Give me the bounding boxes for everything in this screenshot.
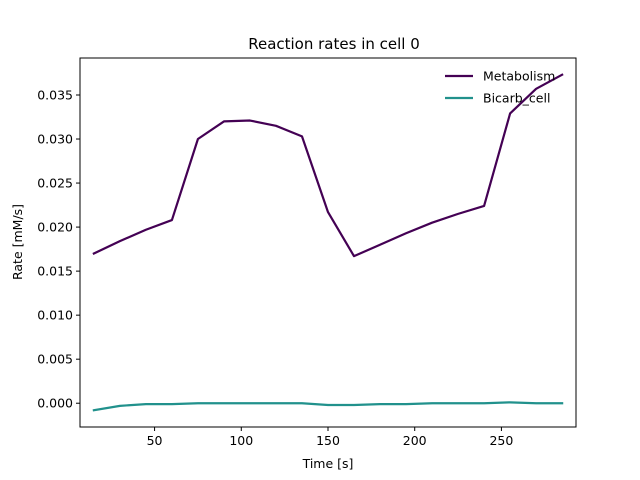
x-tick-label: 200 xyxy=(403,433,427,448)
plot-area xyxy=(92,73,564,412)
x-tick-label: 50 xyxy=(147,433,163,448)
legend-label: Metabolism xyxy=(483,69,555,84)
y-tick-label: 0.035 xyxy=(37,87,73,102)
series-line-metabolism xyxy=(92,73,564,258)
legend: Metabolism Bicarb_cell xyxy=(445,69,555,106)
y-tick-label: 0.020 xyxy=(37,220,73,235)
legend-label: Bicarb_cell xyxy=(483,91,550,106)
y-tick-label: 0.030 xyxy=(37,132,73,147)
x-axis: 50 100 150 200 250 xyxy=(147,427,513,448)
y-tick-label: 0.025 xyxy=(37,176,73,191)
y-tick-label: 0.010 xyxy=(37,308,73,323)
y-tick-label: 0.000 xyxy=(37,396,73,411)
chart-title: Reaction rates in cell 0 xyxy=(248,35,420,53)
x-tick-label: 250 xyxy=(489,433,513,448)
y-axis: 0.000 0.005 0.010 0.015 0.020 0.025 0.030 0.035 xyxy=(37,87,80,411)
x-tick-label: 100 xyxy=(229,433,253,448)
x-axis-label: Time [s] xyxy=(302,456,354,471)
series-line-bicarb-cell xyxy=(92,401,564,412)
y-axis-label: Rate [mM/s] xyxy=(10,204,25,280)
y-tick-label: 0.015 xyxy=(37,264,73,279)
x-tick-label: 150 xyxy=(316,433,340,448)
y-tick-label: 0.005 xyxy=(37,352,73,367)
